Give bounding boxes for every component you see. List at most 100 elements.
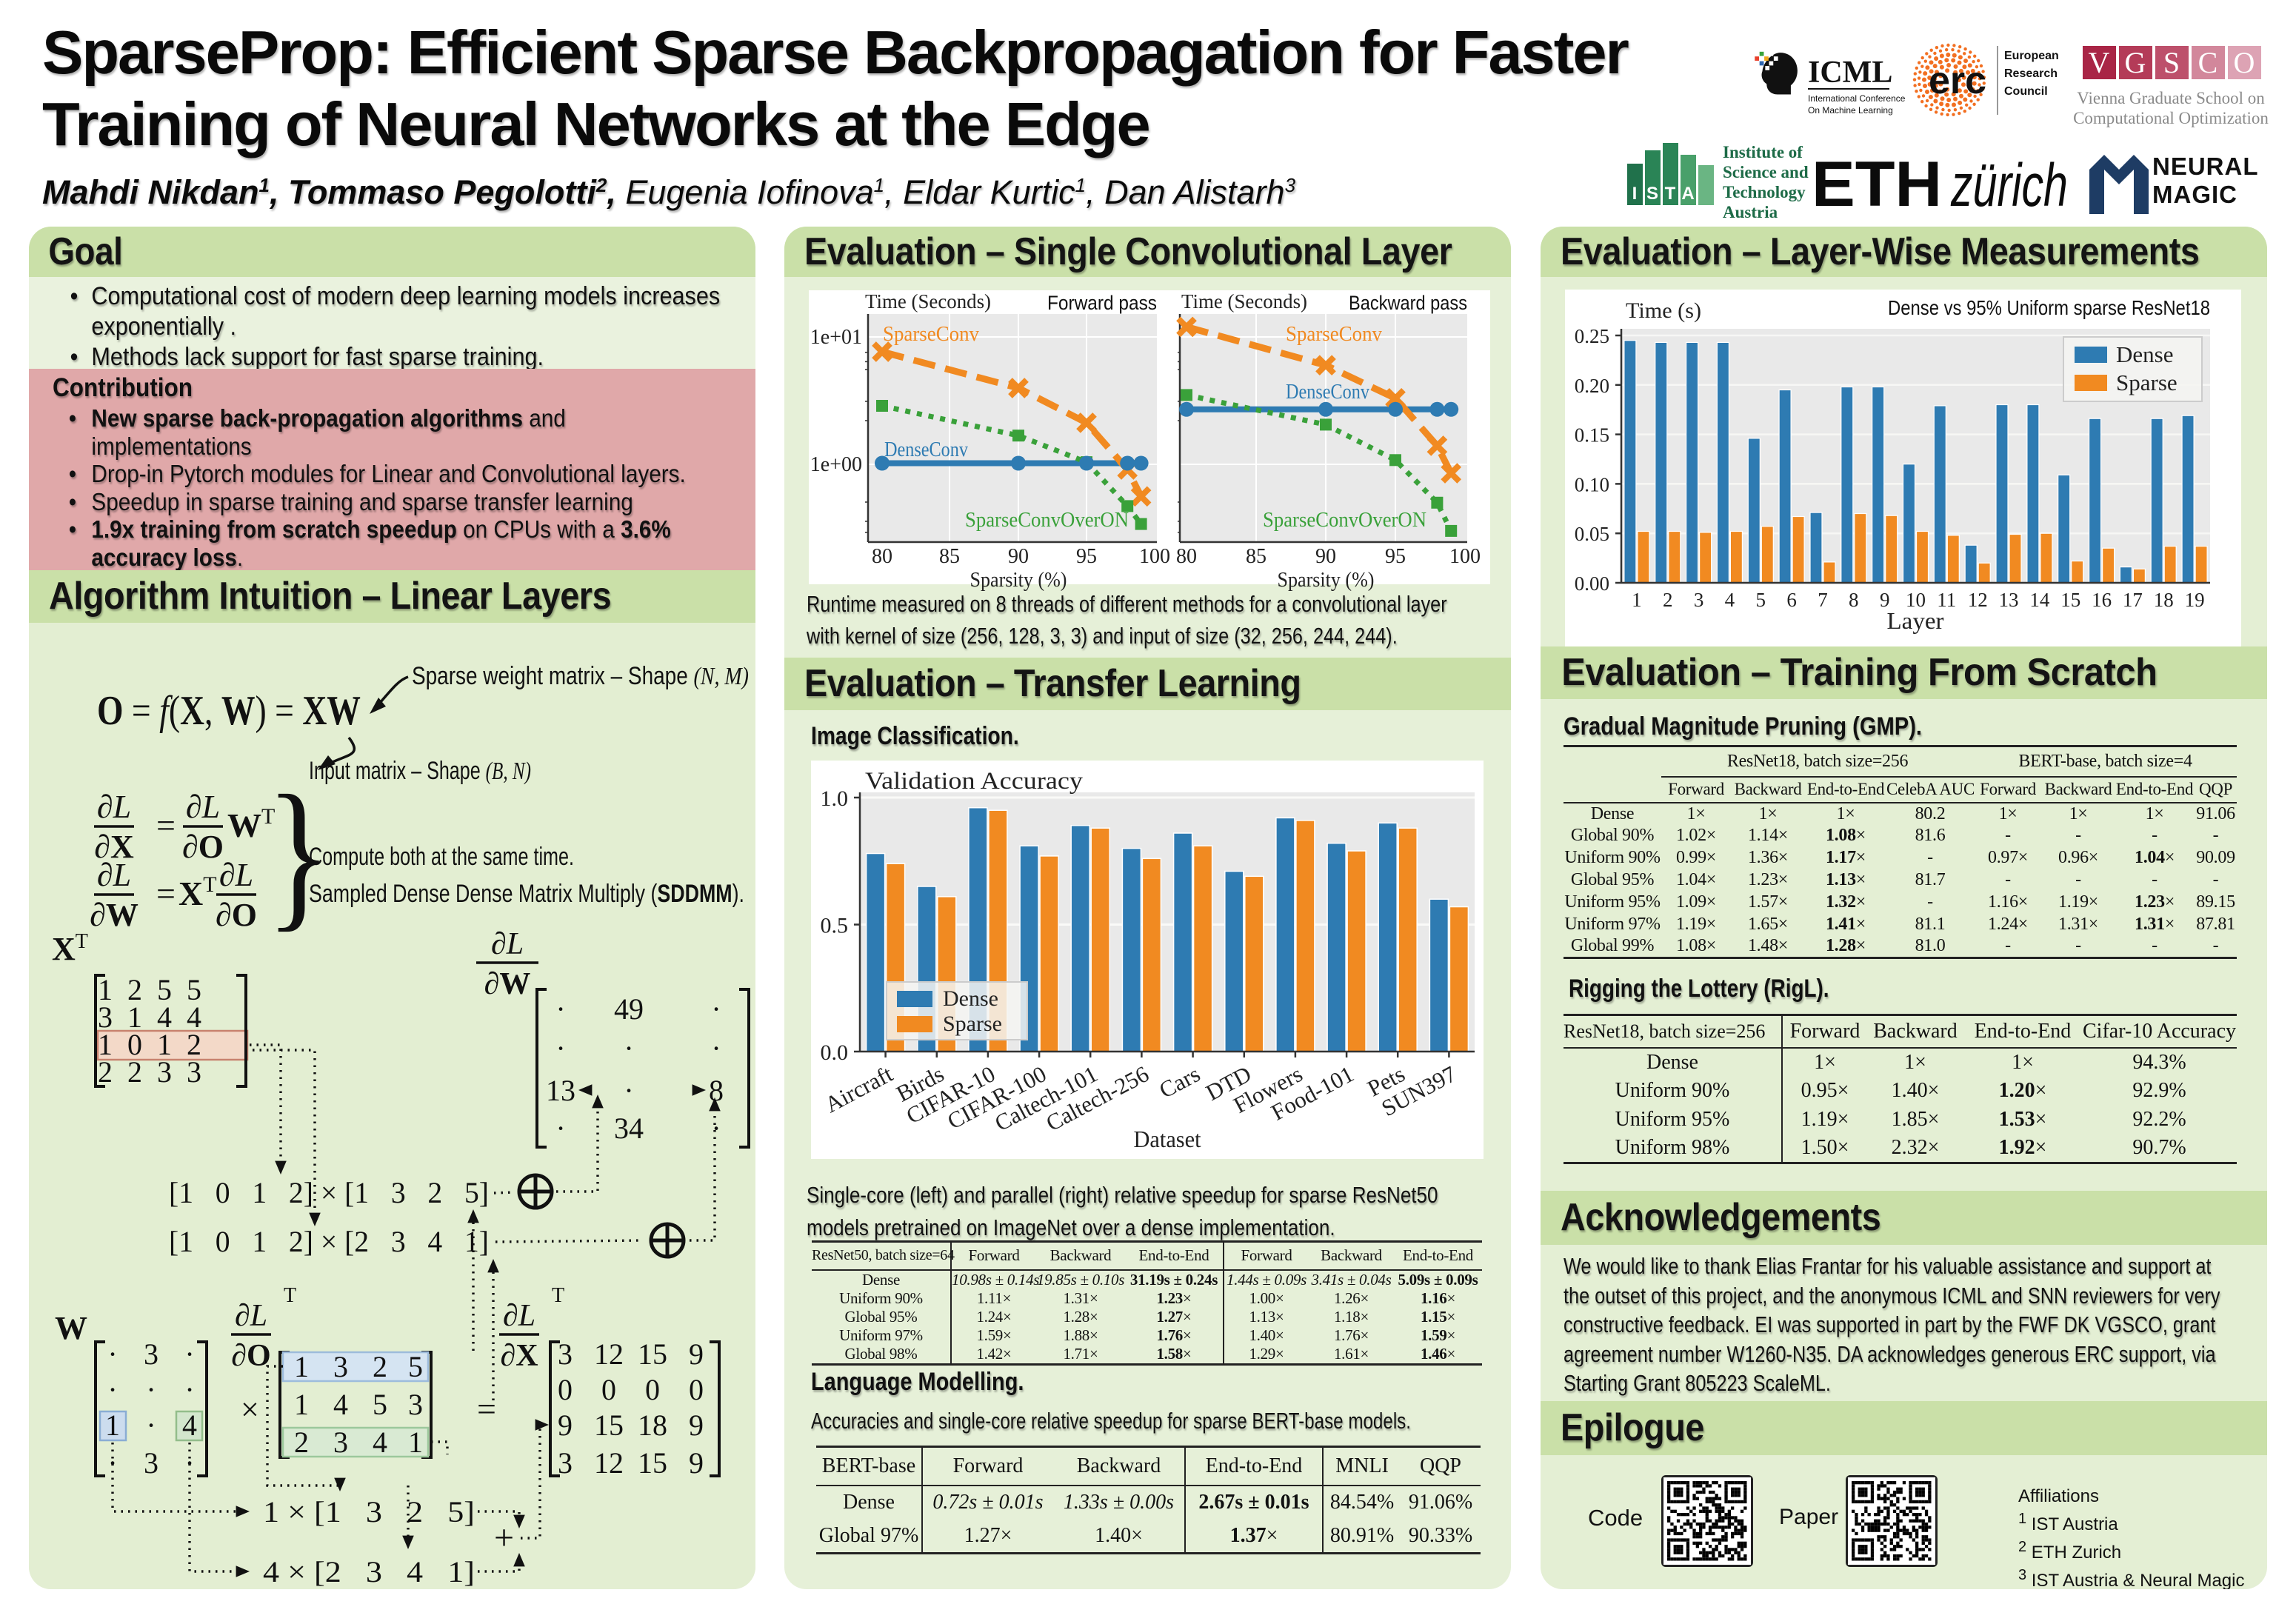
svg-text:·: · xyxy=(184,1373,194,1406)
svg-text:Sampled Dense Dense Matrix Mul: Sampled Dense Dense Matrix Multiply (SDD… xyxy=(309,880,744,908)
svg-text:∂W: ∂W xyxy=(90,897,139,933)
svg-text:0.25: 0.25 xyxy=(1575,325,1609,347)
svg-text:SparseConvOverON: SparseConvOverON xyxy=(965,508,1129,532)
svg-text:DenseConv: DenseConv xyxy=(1286,380,1369,404)
svg-text:3: 3 xyxy=(408,1388,423,1421)
svg-text:34: 34 xyxy=(614,1112,644,1145)
svg-text:3: 3 xyxy=(558,1446,573,1480)
svg-text:0.15: 0.15 xyxy=(1575,424,1609,447)
svg-text:12: 12 xyxy=(594,1337,624,1371)
svg-text:+: + xyxy=(494,1518,514,1557)
svg-text:80: 80 xyxy=(1176,545,1197,568)
svg-text:15: 15 xyxy=(594,1409,624,1442)
svg-text:1: 1 xyxy=(157,1028,172,1061)
svg-text:12: 12 xyxy=(594,1446,624,1480)
svg-text:Vienna Graduate School on: Vienna Graduate School on xyxy=(2077,89,2265,107)
svg-text:Input matrix – Shape (B, N): Input matrix – Shape (B, N) xyxy=(309,757,531,785)
svg-text:I: I xyxy=(1632,184,1638,204)
svg-text:Time (Seconds): Time (Seconds) xyxy=(865,290,991,313)
svg-text:0: 0 xyxy=(601,1373,616,1406)
svg-text:9: 9 xyxy=(689,1337,704,1371)
svg-text:Dense: Dense xyxy=(943,986,998,1011)
svg-text:·: · xyxy=(107,1337,117,1371)
svg-text:O = f(X, W) = XW: O = f(X, W) = XW xyxy=(97,688,361,734)
svg-text:3: 3 xyxy=(144,1446,158,1480)
svg-text:erc: erc xyxy=(1929,59,1986,102)
svg-text:1: 1 xyxy=(105,1409,120,1442)
svg-text:80: 80 xyxy=(872,545,892,568)
svg-text:2: 2 xyxy=(187,1028,201,1061)
svg-text:S: S xyxy=(1646,184,1658,204)
svg-text:G: G xyxy=(2125,46,2146,79)
svg-text:6: 6 xyxy=(1786,589,1797,611)
svg-text:0.05: 0.05 xyxy=(1575,523,1609,545)
svg-text:∂L: ∂L xyxy=(491,927,524,961)
svg-text:Backward pass: Backward pass xyxy=(1349,292,1467,314)
svg-text:=: = xyxy=(156,875,176,912)
svg-text:5: 5 xyxy=(157,973,172,1006)
svg-text:3: 3 xyxy=(558,1337,573,1371)
svg-text:2: 2 xyxy=(98,1055,113,1089)
svg-text:Time (Seconds): Time (Seconds) xyxy=(1181,290,1307,313)
svg-text:0.10: 0.10 xyxy=(1575,473,1609,495)
svg-text:95: 95 xyxy=(1076,545,1097,568)
svg-text:∂L: ∂L xyxy=(97,789,131,825)
svg-text:0.0: 0.0 xyxy=(821,1040,849,1065)
svg-text:ICML: ICML xyxy=(1808,56,1892,90)
svg-text:×: × xyxy=(241,1391,259,1428)
svg-text:Institute of: Institute of xyxy=(1723,143,1803,161)
svg-text:Sparsity (%): Sparsity (%) xyxy=(970,569,1067,592)
svg-text:1: 1 xyxy=(294,1350,309,1383)
svg-text:2: 2 xyxy=(127,1055,142,1089)
svg-text:T: T xyxy=(284,1284,296,1307)
svg-text:Dense: Dense xyxy=(2116,341,2173,367)
svg-text:8: 8 xyxy=(1849,589,1859,611)
svg-text:Layer: Layer xyxy=(1887,607,1944,634)
svg-text:∂L: ∂L xyxy=(219,857,253,893)
svg-text:NEURAL: NEURAL xyxy=(2152,153,2259,180)
svg-text:∂O: ∂O xyxy=(231,1339,270,1373)
svg-text:1: 1 xyxy=(98,973,113,1006)
svg-text:1: 1 xyxy=(1632,589,1642,611)
svg-text:International Conference: International Conference xyxy=(1808,93,1906,104)
svg-text:10: 10 xyxy=(1906,589,1926,611)
svg-text:European: European xyxy=(2004,50,2059,62)
svg-text:·: · xyxy=(184,1446,194,1480)
svg-text:Compute both at the same time.: Compute both at the same time. xyxy=(309,843,574,871)
svg-text:·: · xyxy=(146,1409,156,1442)
svg-text:Aircraft: Aircraft xyxy=(821,1060,897,1117)
svg-text:ETH: ETH xyxy=(1812,149,1942,220)
svg-text:[1 0 1 2] × [1 3 2: [1 0 1 2] × [1 3 2 5] xyxy=(169,1176,489,1209)
svg-text:∂L: ∂L xyxy=(186,789,220,825)
svg-text:0.00: 0.00 xyxy=(1575,572,1609,595)
svg-text:·: · xyxy=(624,1074,633,1107)
svg-text:2: 2 xyxy=(373,1350,387,1383)
svg-text:C: C xyxy=(2198,46,2218,79)
svg-text:XT: XT xyxy=(178,872,217,912)
svg-text:2: 2 xyxy=(1663,589,1673,611)
svg-text:1: 1 xyxy=(294,1388,309,1421)
svg-text:∂O: ∂O xyxy=(216,897,257,933)
svg-text:1 × [1 3 2 5]: 1 × [1 3 2 5] xyxy=(263,1495,475,1528)
svg-text:Validation Accuracy: Validation Accuracy xyxy=(865,768,1084,795)
svg-text:95: 95 xyxy=(1385,545,1406,568)
svg-text:On Machine Learning: On Machine Learning xyxy=(1808,105,1893,116)
svg-text:}: } xyxy=(266,761,332,946)
svg-text:SparseConvOverON: SparseConvOverON xyxy=(1263,508,1426,532)
svg-text:12: 12 xyxy=(1968,589,1988,611)
svg-text:1: 1 xyxy=(127,1000,142,1034)
svg-text:7: 7 xyxy=(1818,589,1828,611)
svg-text:100: 100 xyxy=(1449,545,1481,568)
svg-text:Cars: Cars xyxy=(1155,1060,1204,1103)
svg-text:∂X: ∂X xyxy=(94,829,134,865)
svg-text:Dense vs 95% Uniform sparse Re: Dense vs 95% Uniform sparse ResNet18 xyxy=(1888,296,2210,319)
svg-text:·: · xyxy=(711,1032,721,1065)
svg-text:Science and: Science and xyxy=(1723,163,1809,181)
svg-text:∂X: ∂X xyxy=(500,1339,538,1373)
svg-text:3: 3 xyxy=(187,1055,201,1089)
svg-text:O: O xyxy=(2234,46,2255,79)
svg-text:5: 5 xyxy=(1756,589,1766,611)
svg-text:zürich: zürich xyxy=(1950,152,2068,219)
svg-text:5: 5 xyxy=(408,1350,423,1383)
svg-text:18: 18 xyxy=(638,1409,667,1442)
